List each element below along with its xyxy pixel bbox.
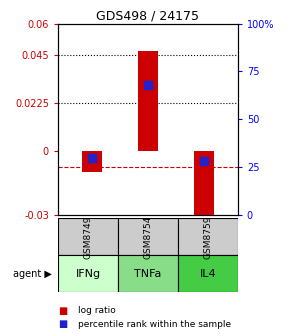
Text: ■: ■ <box>58 306 67 316</box>
Bar <box>138 51 158 151</box>
Bar <box>194 151 214 221</box>
Point <box>146 82 150 87</box>
Text: ■: ■ <box>58 319 67 329</box>
Point <box>202 159 206 164</box>
Text: GSM8754: GSM8754 <box>143 215 153 259</box>
Bar <box>118 218 178 255</box>
Text: GSM8759: GSM8759 <box>203 215 212 259</box>
Bar <box>58 255 118 292</box>
Bar <box>82 151 101 172</box>
Title: GDS498 / 24175: GDS498 / 24175 <box>96 9 200 23</box>
Bar <box>118 255 178 292</box>
Bar <box>58 218 118 255</box>
Text: percentile rank within the sample: percentile rank within the sample <box>78 320 231 329</box>
Point <box>89 155 94 160</box>
Text: agent ▶: agent ▶ <box>13 269 52 279</box>
Bar <box>178 218 238 255</box>
Text: TNFa: TNFa <box>134 269 162 279</box>
Text: IFNg: IFNg <box>75 269 101 279</box>
Bar <box>178 255 238 292</box>
Text: log ratio: log ratio <box>78 306 116 315</box>
Text: IL4: IL4 <box>200 269 216 279</box>
Text: GSM8749: GSM8749 <box>84 215 93 259</box>
